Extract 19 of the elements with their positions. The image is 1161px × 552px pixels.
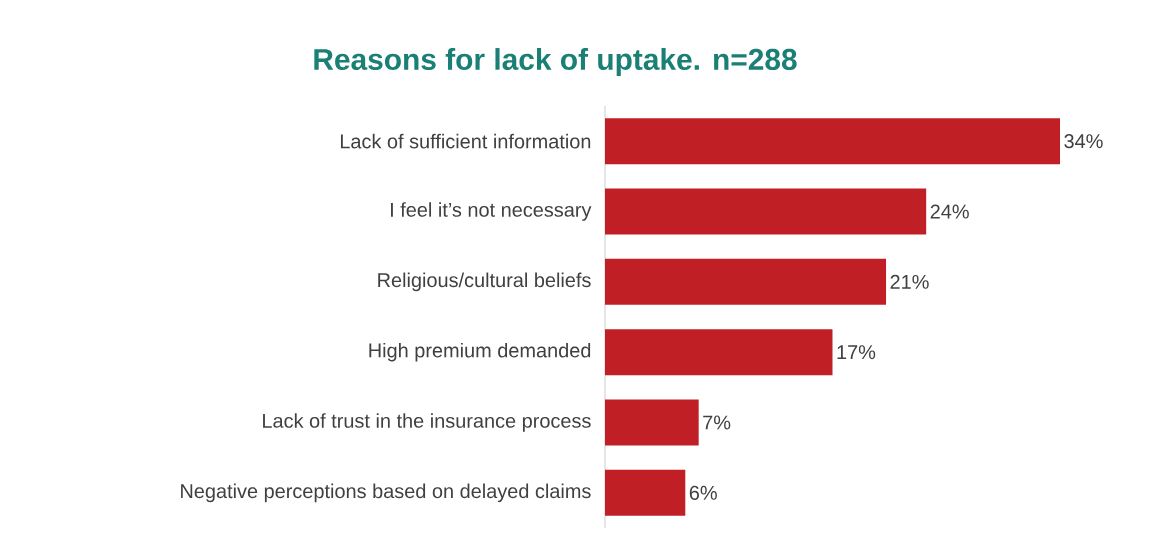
y-tick-label: High premium demanded (369, 342, 591, 362)
y-tick-label: Negative perceptions based on delayed claims (181, 483, 591, 503)
bar (605, 399, 699, 446)
y-tick-label: Lack of trust in the insurance process (263, 413, 591, 432)
data-label: 7% (703, 415, 731, 430)
data-label: 24% (930, 204, 969, 219)
y-tick-label: I feel it’s not necessary (391, 202, 592, 221)
chart-title: Reasons for lack of uptake. n=288 (314, 48, 797, 76)
data-label: 17% (837, 345, 876, 360)
data-label: 34% (1064, 134, 1103, 149)
y-tick-label: Lack of sufficient information (340, 133, 591, 149)
bar (605, 329, 833, 376)
data-label: 21% (890, 274, 929, 289)
bar (605, 118, 1060, 165)
bar (605, 188, 927, 235)
bar (605, 258, 887, 305)
bar (605, 469, 686, 516)
y-tick-label: Religious/cultural beliefs (378, 272, 591, 292)
data-label: 6% (689, 485, 717, 500)
